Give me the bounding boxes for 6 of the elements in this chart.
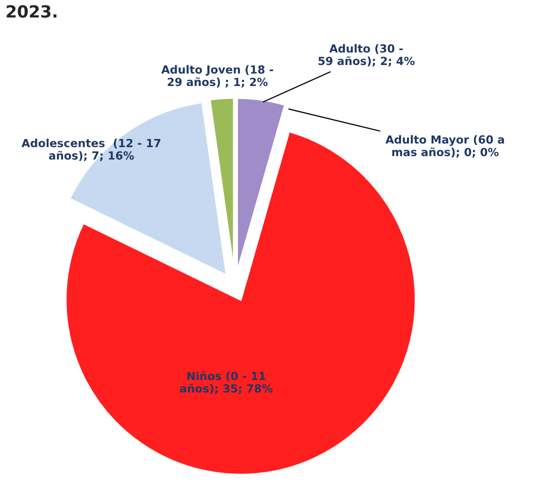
slice-label: Niños (0 - 11 años); 35; 78% <box>180 371 273 394</box>
slice-label: Adolescentes (12 - 17 años); 7; 16% <box>22 138 160 162</box>
slice-label: Adulto (30 - 59 años); 2; 4% <box>318 44 415 67</box>
slice-label: Adulto Joven (18 - 29 años) ; 1; 2% <box>161 65 274 88</box>
category-label: Adulto Mayor (60 a mas años); 0; 0% <box>385 135 504 158</box>
chart-title: 2023. <box>6 5 56 18</box>
